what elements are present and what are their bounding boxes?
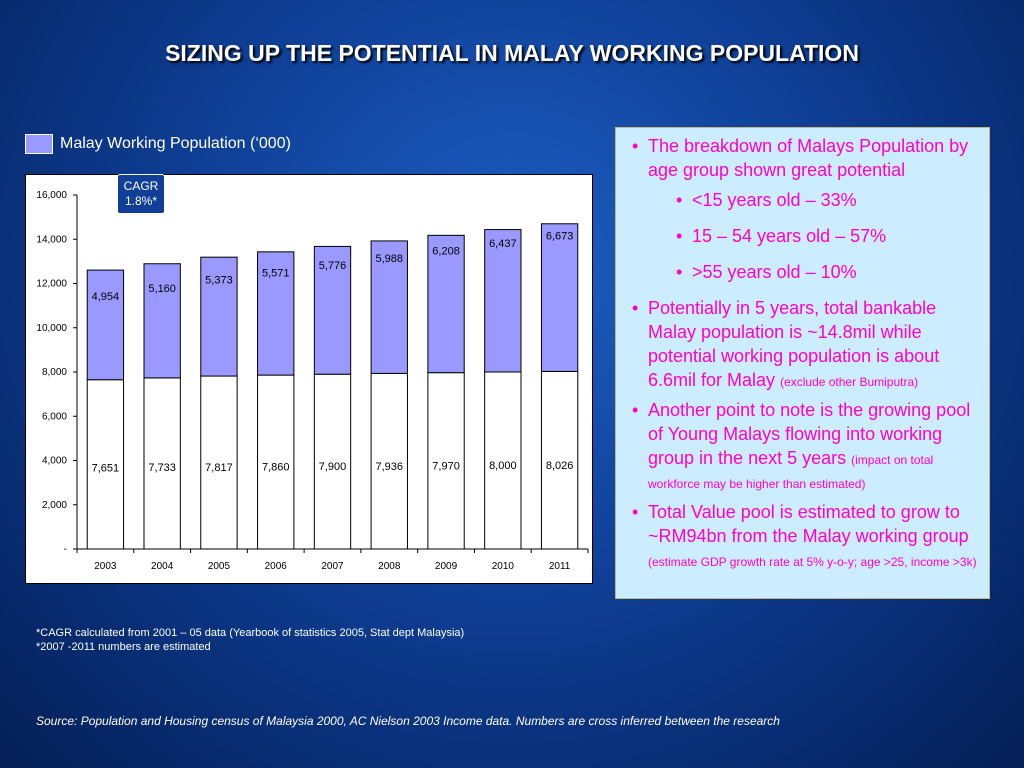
legend-label: Malay Working Population (‘000) <box>60 135 291 152</box>
bar-value-label-base: 7,817 <box>205 462 233 474</box>
legend-swatch <box>25 134 53 154</box>
bar-value-label-growth: 5,373 <box>205 275 233 287</box>
footnote-cagr: *CAGR calculated from 2001 – 05 data (Ye… <box>36 627 465 639</box>
x-tick-label: 2005 <box>208 561 231 572</box>
bar-segment-growth <box>370 240 408 374</box>
bar-segment-base <box>427 372 465 550</box>
y-tick-label: - <box>64 544 67 555</box>
bar-value-label-base: 7,900 <box>319 461 347 473</box>
x-tick-label: 2010 <box>492 561 515 572</box>
bar-segment-base <box>484 371 522 550</box>
y-tick-label: 4,000 <box>42 456 67 467</box>
bar-value-label-growth: 5,776 <box>319 260 347 272</box>
bar-value-label-growth: 5,571 <box>262 267 290 279</box>
footnote-estimate: *2007 -2011 numbers are estimated <box>36 641 211 653</box>
bar-segment-base <box>143 377 181 550</box>
sub-bullet-text: >55 years old – 10% <box>692 262 857 282</box>
sub-bullet-over-55: • >55 years old – 10% <box>676 262 857 282</box>
y-tick-label: 12,000 <box>36 279 67 290</box>
bar-value-label-base: 7,733 <box>148 462 176 474</box>
bullet-note: (exclude other Bumiputra) <box>780 375 919 389</box>
bar-value-label-growth: 6,208 <box>432 246 460 258</box>
y-tick-label: 2,000 <box>42 500 67 511</box>
bar-segment-growth <box>427 234 465 374</box>
bar-value-label-base: 7,860 <box>262 462 290 474</box>
bar-segment-base <box>313 373 352 550</box>
y-tick-label: 16,000 <box>36 190 67 201</box>
bar-segment-growth <box>313 245 352 375</box>
bar-value-label-base: 8,026 <box>546 460 574 472</box>
chart-svg: - 2,000 4,000 6,000 8,000 10,000 12,000 14,000 1… <box>36 190 589 572</box>
bar-value-label-base: 7,970 <box>432 461 460 473</box>
bar-value-label-growth: 5,988 <box>376 253 404 265</box>
bar-chart: - 2,000 4,000 6,000 8,000 10,000 12,000 14,000 1… <box>25 174 593 584</box>
x-tick-label: 2006 <box>265 561 288 572</box>
bar-value-label-growth: 4,954 <box>92 291 120 303</box>
insights-panel: • The breakdown of Malays Population by … <box>615 127 990 599</box>
bar-value-label-base: 7,936 <box>376 461 404 473</box>
bullet-note: (impact on total workforce may be higher… <box>648 453 934 491</box>
bar-segment-base <box>540 370 579 550</box>
bullet-text: The breakdown of Malays Population by ag… <box>648 136 969 180</box>
cagr-label: CAGR <box>123 179 159 193</box>
bullet-text: Another point to note is the growing poo… <box>648 400 971 468</box>
bar-value-label-growth: 6,437 <box>489 238 517 250</box>
bar-segment-growth <box>257 251 295 376</box>
y-tick-label: 8,000 <box>42 367 67 378</box>
source-note: Source: Population and Housing census of… <box>36 714 780 728</box>
bar-value-label-base: 8,000 <box>489 460 517 472</box>
bullet-young-malays: • Another point to note is the growing p… <box>632 400 971 491</box>
y-tick-label: 14,000 <box>36 234 67 245</box>
bar-segment-growth <box>484 229 522 373</box>
bullet-text: Total Value pool is estimated to grow to… <box>648 502 969 546</box>
x-tick-label: 2009 <box>435 561 458 572</box>
bullet-note: (estimate GDP growth rate at 5% y-o-y; a… <box>648 555 977 569</box>
x-tick-label: 2007 <box>321 561 344 572</box>
bar-segment-growth <box>86 269 125 381</box>
bar-value-label-growth: 5,160 <box>148 283 176 295</box>
sub-bullet-15-54: • 15 – 54 years old – 57% <box>676 226 887 246</box>
bullet-breakdown: • The breakdown of Malays Population by … <box>632 136 969 180</box>
sub-bullet-text: <15 years old – 33% <box>692 190 857 210</box>
page-title: SIZING UP THE POTENTIAL IN MALAY WORKING… <box>165 40 859 66</box>
x-tick-label: 2011 <box>549 561 571 572</box>
y-tick-label: 6,000 <box>42 411 67 422</box>
bullet-text: Potentially in 5 years, total bankable M… <box>648 298 940 390</box>
bar-value-label-base: 7,651 <box>92 463 120 475</box>
footnotes: *CAGR calculated from 2001 – 05 data (Ye… <box>36 626 464 654</box>
cagr-arrow-icon <box>165 180 231 190</box>
cagr-callout: CAGR 1.8%* <box>117 174 165 214</box>
x-tick-label: 2003 <box>94 561 117 572</box>
bar-segment-growth <box>540 223 579 372</box>
bar-value-label-growth: 6,673 <box>546 230 574 242</box>
bar-segment-growth <box>200 256 238 377</box>
bullet-bankable-population: • Potentially in 5 years, total bankable… <box>632 298 940 390</box>
x-tick-label: 2004 <box>151 561 174 572</box>
bullet-value-pool: • Total Value pool is estimated to grow … <box>632 502 977 569</box>
x-tick-label: 2008 <box>378 561 401 572</box>
cagr-value: 1.8%* <box>124 194 158 208</box>
sub-bullet-text: 15 – 54 years old – 57% <box>692 226 887 246</box>
y-tick-label: 10,000 <box>36 323 67 334</box>
bar-segment-base <box>86 379 125 550</box>
sub-bullet-under-15: • <15 years old – 33% <box>676 190 857 210</box>
bar-segment-growth <box>143 263 181 379</box>
bar-segment-base <box>200 375 238 550</box>
